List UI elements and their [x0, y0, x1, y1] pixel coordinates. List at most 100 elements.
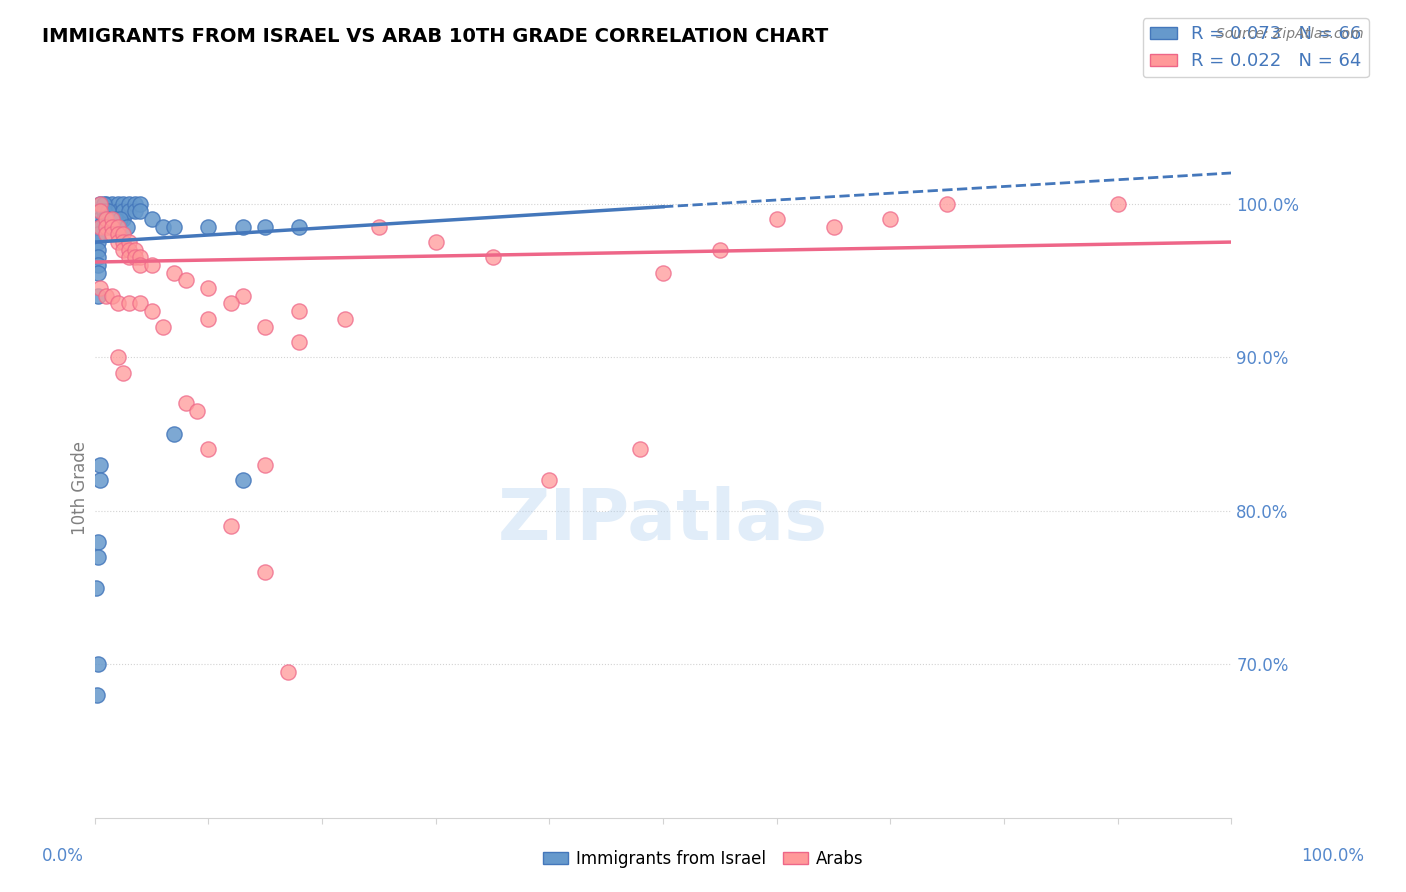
Point: [197, 311, 219, 326]
Point: [89, 458, 111, 472]
Point: [124, 204, 146, 219]
Point: [129, 296, 152, 310]
Text: 100.0%: 100.0%: [1301, 847, 1364, 865]
Point: [89, 196, 111, 211]
Point: [87, 657, 110, 672]
Point: [93, 212, 115, 227]
Text: 0.0%: 0.0%: [42, 847, 84, 865]
Legend: Immigrants from Israel, Arabs: Immigrants from Israel, Arabs: [536, 844, 870, 875]
Point: [118, 296, 141, 310]
Point: [232, 289, 254, 303]
Point: [108, 212, 131, 227]
Point: [124, 196, 146, 211]
Point: [115, 219, 138, 234]
Point: [219, 296, 242, 310]
Point: [104, 219, 127, 234]
Point: [87, 219, 110, 234]
Point: [118, 251, 141, 265]
Point: [197, 281, 219, 295]
Point: [112, 243, 135, 257]
Point: [107, 204, 129, 219]
Point: [96, 204, 118, 219]
Point: [101, 196, 124, 211]
Point: [87, 227, 110, 242]
Point: [89, 219, 111, 234]
Point: [107, 350, 129, 364]
Point: [152, 319, 174, 334]
Point: [86, 688, 108, 702]
Point: [129, 258, 152, 272]
Point: [118, 243, 141, 257]
Point: [101, 219, 124, 234]
Point: [112, 204, 135, 219]
Point: [87, 243, 110, 257]
Point: [118, 204, 141, 219]
Point: [823, 219, 845, 234]
Point: [879, 212, 901, 227]
Point: [124, 251, 146, 265]
Point: [96, 212, 118, 227]
Point: [101, 212, 124, 227]
Point: [163, 266, 186, 280]
Point: [254, 458, 277, 472]
Point: [936, 196, 959, 211]
Point: [277, 665, 299, 679]
Point: [174, 396, 197, 410]
Point: [96, 289, 118, 303]
Point: [765, 212, 787, 227]
Point: [232, 219, 254, 234]
Point: [141, 212, 163, 227]
Point: [93, 204, 115, 219]
Point: [141, 258, 163, 272]
Point: [481, 251, 503, 265]
Point: [84, 581, 107, 595]
Point: [288, 219, 311, 234]
Point: [89, 212, 111, 227]
Point: [87, 235, 110, 249]
Point: [129, 204, 152, 219]
Point: [107, 196, 129, 211]
Point: [87, 251, 110, 265]
Text: Source: ZipAtlas.com: Source: ZipAtlas.com: [1216, 27, 1364, 41]
Point: [96, 196, 118, 211]
Point: [112, 196, 135, 211]
Point: [87, 258, 110, 272]
Point: [96, 212, 118, 227]
Point: [96, 219, 118, 234]
Point: [628, 442, 651, 457]
Point: [163, 219, 186, 234]
Point: [107, 296, 129, 310]
Point: [186, 404, 208, 418]
Point: [87, 266, 110, 280]
Point: [89, 281, 111, 295]
Point: [288, 304, 311, 318]
Point: [104, 212, 127, 227]
Point: [107, 212, 129, 227]
Point: [101, 212, 124, 227]
Point: [101, 289, 124, 303]
Point: [118, 235, 141, 249]
Point: [288, 334, 311, 349]
Point: [254, 219, 277, 234]
Point: [425, 235, 447, 249]
Point: [93, 196, 115, 211]
Point: [97, 212, 120, 227]
Point: [101, 227, 124, 242]
Point: [254, 566, 277, 580]
Point: [538, 473, 561, 487]
Point: [112, 212, 135, 227]
Point: [87, 549, 110, 564]
Point: [174, 273, 197, 287]
Point: [197, 219, 219, 234]
Point: [101, 204, 124, 219]
Point: [87, 534, 110, 549]
Point: [112, 235, 135, 249]
Legend: R = 0.073   N = 66, R = 0.022   N = 64: R = 0.073 N = 66, R = 0.022 N = 64: [1143, 18, 1369, 78]
Point: [118, 196, 141, 211]
Point: [89, 219, 111, 234]
Point: [1107, 196, 1129, 211]
Point: [232, 473, 254, 487]
Point: [709, 243, 731, 257]
Text: IMMIGRANTS FROM ISRAEL VS ARAB 10TH GRADE CORRELATION CHART: IMMIGRANTS FROM ISRAEL VS ARAB 10TH GRAD…: [42, 27, 828, 45]
Y-axis label: 10th Grade: 10th Grade: [72, 441, 89, 535]
